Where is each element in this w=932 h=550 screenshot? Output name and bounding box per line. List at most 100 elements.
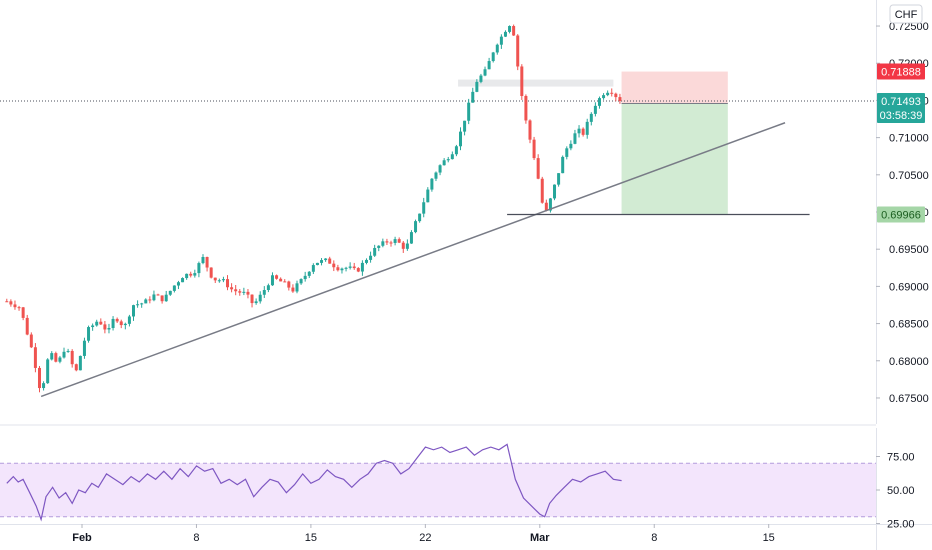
candle	[544, 199, 548, 212]
candle-body	[250, 294, 254, 304]
candle-body	[446, 159, 450, 161]
candle-body	[557, 173, 561, 185]
candle	[209, 267, 213, 279]
candle	[463, 120, 467, 136]
candle-body	[311, 265, 315, 272]
candle	[606, 90, 610, 97]
candle	[540, 176, 544, 204]
time-tick-label: 22	[419, 532, 431, 544]
resistance-zone	[458, 79, 614, 87]
candle-body	[512, 26, 516, 36]
candle	[258, 291, 262, 304]
candle	[193, 269, 197, 278]
candle-body	[262, 290, 266, 295]
candle	[54, 351, 58, 363]
candle	[373, 244, 377, 257]
candle-body	[548, 198, 552, 211]
candle	[409, 230, 413, 244]
candle-body	[602, 95, 606, 99]
candle-body	[377, 245, 381, 248]
price-tick-label: 0.70500	[889, 170, 929, 182]
candle-body	[111, 318, 115, 329]
candle-body	[332, 263, 336, 268]
candle-body	[25, 317, 29, 335]
candle	[479, 73, 483, 84]
candle	[279, 277, 283, 282]
candle-body	[258, 294, 262, 302]
candle-body	[597, 98, 601, 106]
candle-body	[172, 285, 176, 291]
candle-body	[291, 287, 295, 292]
candle-body	[270, 275, 274, 286]
candle-body	[385, 241, 389, 243]
candle-body	[217, 280, 221, 282]
drawings	[40, 122, 810, 398]
candle	[156, 293, 160, 296]
candle-body	[136, 304, 140, 306]
rsi-line	[6, 443, 622, 522]
candle-body	[491, 52, 495, 62]
candle-body	[132, 305, 136, 317]
resize-handle[interactable]	[876, 424, 932, 428]
candle	[553, 184, 557, 201]
candle	[454, 144, 458, 157]
candle	[5, 298, 9, 303]
candle-body	[103, 324, 107, 330]
candle-body	[540, 178, 544, 203]
currency-badge[interactable]: CHF	[889, 4, 923, 24]
candle	[185, 273, 189, 280]
candle-body	[516, 35, 520, 67]
candle	[352, 262, 356, 270]
candle	[291, 284, 295, 293]
stop-price-label-bg	[877, 63, 925, 80]
candle-body	[483, 69, 487, 76]
candle	[381, 238, 385, 248]
candle	[164, 290, 168, 302]
candle-body	[471, 91, 475, 103]
candle	[213, 277, 217, 284]
candle-body	[381, 241, 385, 246]
candle	[62, 347, 66, 359]
candle	[119, 319, 123, 329]
time-tick-label: Feb	[72, 532, 92, 544]
candle	[491, 51, 495, 63]
candle-body	[168, 290, 172, 295]
stop-price-label-text: 0.71888	[881, 67, 921, 79]
candle-body	[532, 139, 536, 159]
overlays	[0, 71, 876, 215]
candle	[475, 79, 479, 93]
candle-body	[176, 282, 180, 286]
candle	[197, 261, 201, 278]
time-tick-label: 15	[763, 532, 775, 544]
time-scale: Feb 8 15 22 Mar 8 15	[72, 524, 775, 544]
candle	[70, 349, 74, 368]
candle-body	[287, 281, 291, 288]
candle-body	[58, 357, 62, 362]
candle	[593, 102, 597, 117]
candle-body	[74, 364, 78, 371]
bar-countdown-text: 03:58:39	[880, 110, 923, 122]
candle	[17, 305, 21, 311]
candle	[397, 237, 401, 244]
candle-body	[140, 303, 144, 305]
candle	[597, 96, 601, 109]
candle	[585, 118, 589, 139]
time-tick-label: 15	[305, 532, 317, 544]
candle	[221, 276, 225, 283]
candle-body	[242, 291, 246, 293]
candle	[418, 213, 422, 223]
target-price-label-text: 0.69966	[881, 210, 921, 222]
candle	[311, 263, 315, 275]
candle-body	[348, 266, 352, 268]
candle	[573, 129, 577, 145]
candle-body	[148, 299, 152, 301]
candle	[74, 363, 78, 372]
candle	[487, 57, 491, 70]
candle-body	[569, 143, 573, 149]
candle	[99, 318, 103, 325]
candle-body	[352, 266, 356, 269]
candle-body	[230, 287, 234, 290]
candle	[434, 171, 438, 182]
